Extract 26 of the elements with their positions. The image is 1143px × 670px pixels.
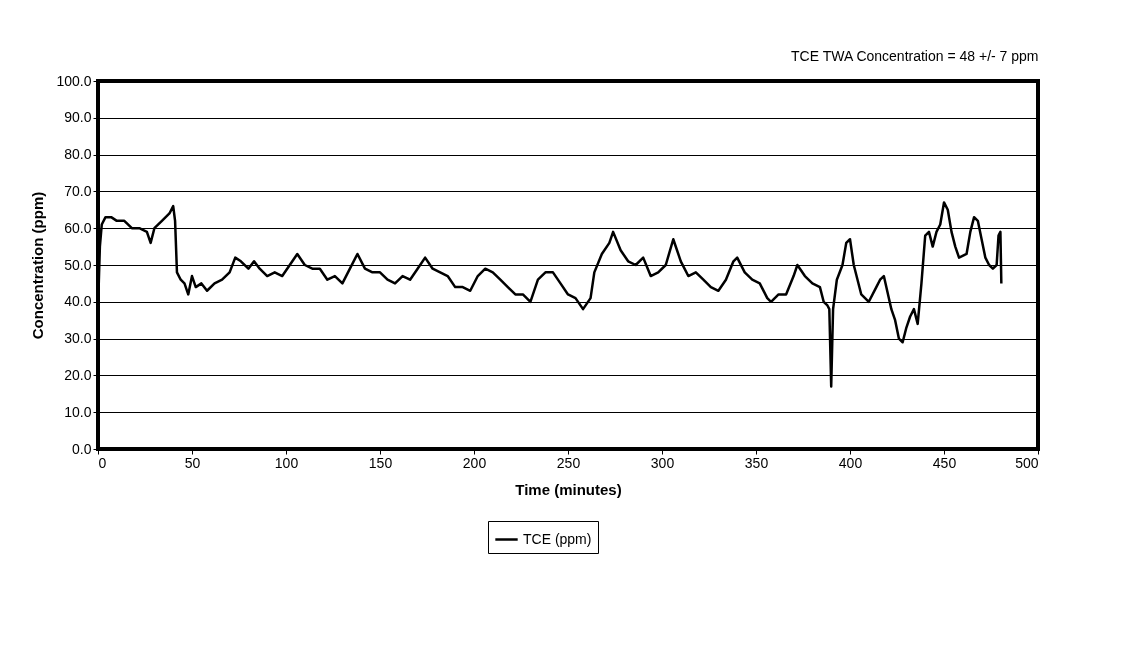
y-tick-label: 70.0	[64, 182, 92, 199]
x-tick-label: 300	[650, 454, 675, 471]
x-tick-label: 500	[1015, 454, 1039, 471]
y-tick-label: 50.0	[64, 256, 92, 273]
x-tick-label: 400	[838, 454, 863, 471]
y-tick-label: 90.0	[64, 109, 92, 126]
y-axis-title: Concentration (ppm)	[29, 191, 47, 340]
y-tick-label: 60.0	[64, 219, 92, 236]
y-tick-label: 40.0	[64, 293, 92, 310]
x-tick-label: 350	[744, 454, 769, 471]
x-tick-label: 200	[462, 454, 487, 471]
x-tick-label: 50	[184, 454, 201, 471]
x-axis-title: Time (minutes)	[515, 480, 622, 498]
y-tick-label: 0.0	[72, 440, 92, 457]
y-tick-label: 10.0	[64, 403, 92, 420]
x-tick-label: 250	[556, 454, 581, 471]
y-tick-label: 20.0	[64, 366, 92, 383]
y-tick-label: 100.0	[56, 72, 92, 89]
x-tick-label: 100	[274, 454, 299, 471]
x-tick-label: 150	[368, 454, 393, 471]
y-tick-label: 30.0	[64, 330, 92, 347]
x-tick-label: 450	[932, 454, 957, 471]
x-tick-label: 0	[98, 454, 107, 471]
legend-label: TCE (ppm)	[523, 530, 592, 547]
text: TCE TWA Concentration = 48 +/- 7 ppm	[791, 48, 1039, 64]
y-tick-label: 80.0	[64, 146, 92, 163]
